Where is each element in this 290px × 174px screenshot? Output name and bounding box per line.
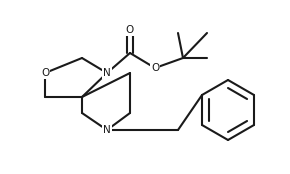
Text: O: O bbox=[41, 68, 49, 78]
Text: N: N bbox=[103, 68, 111, 78]
Text: O: O bbox=[126, 25, 134, 35]
Text: N: N bbox=[103, 125, 111, 135]
Text: O: O bbox=[151, 63, 159, 73]
